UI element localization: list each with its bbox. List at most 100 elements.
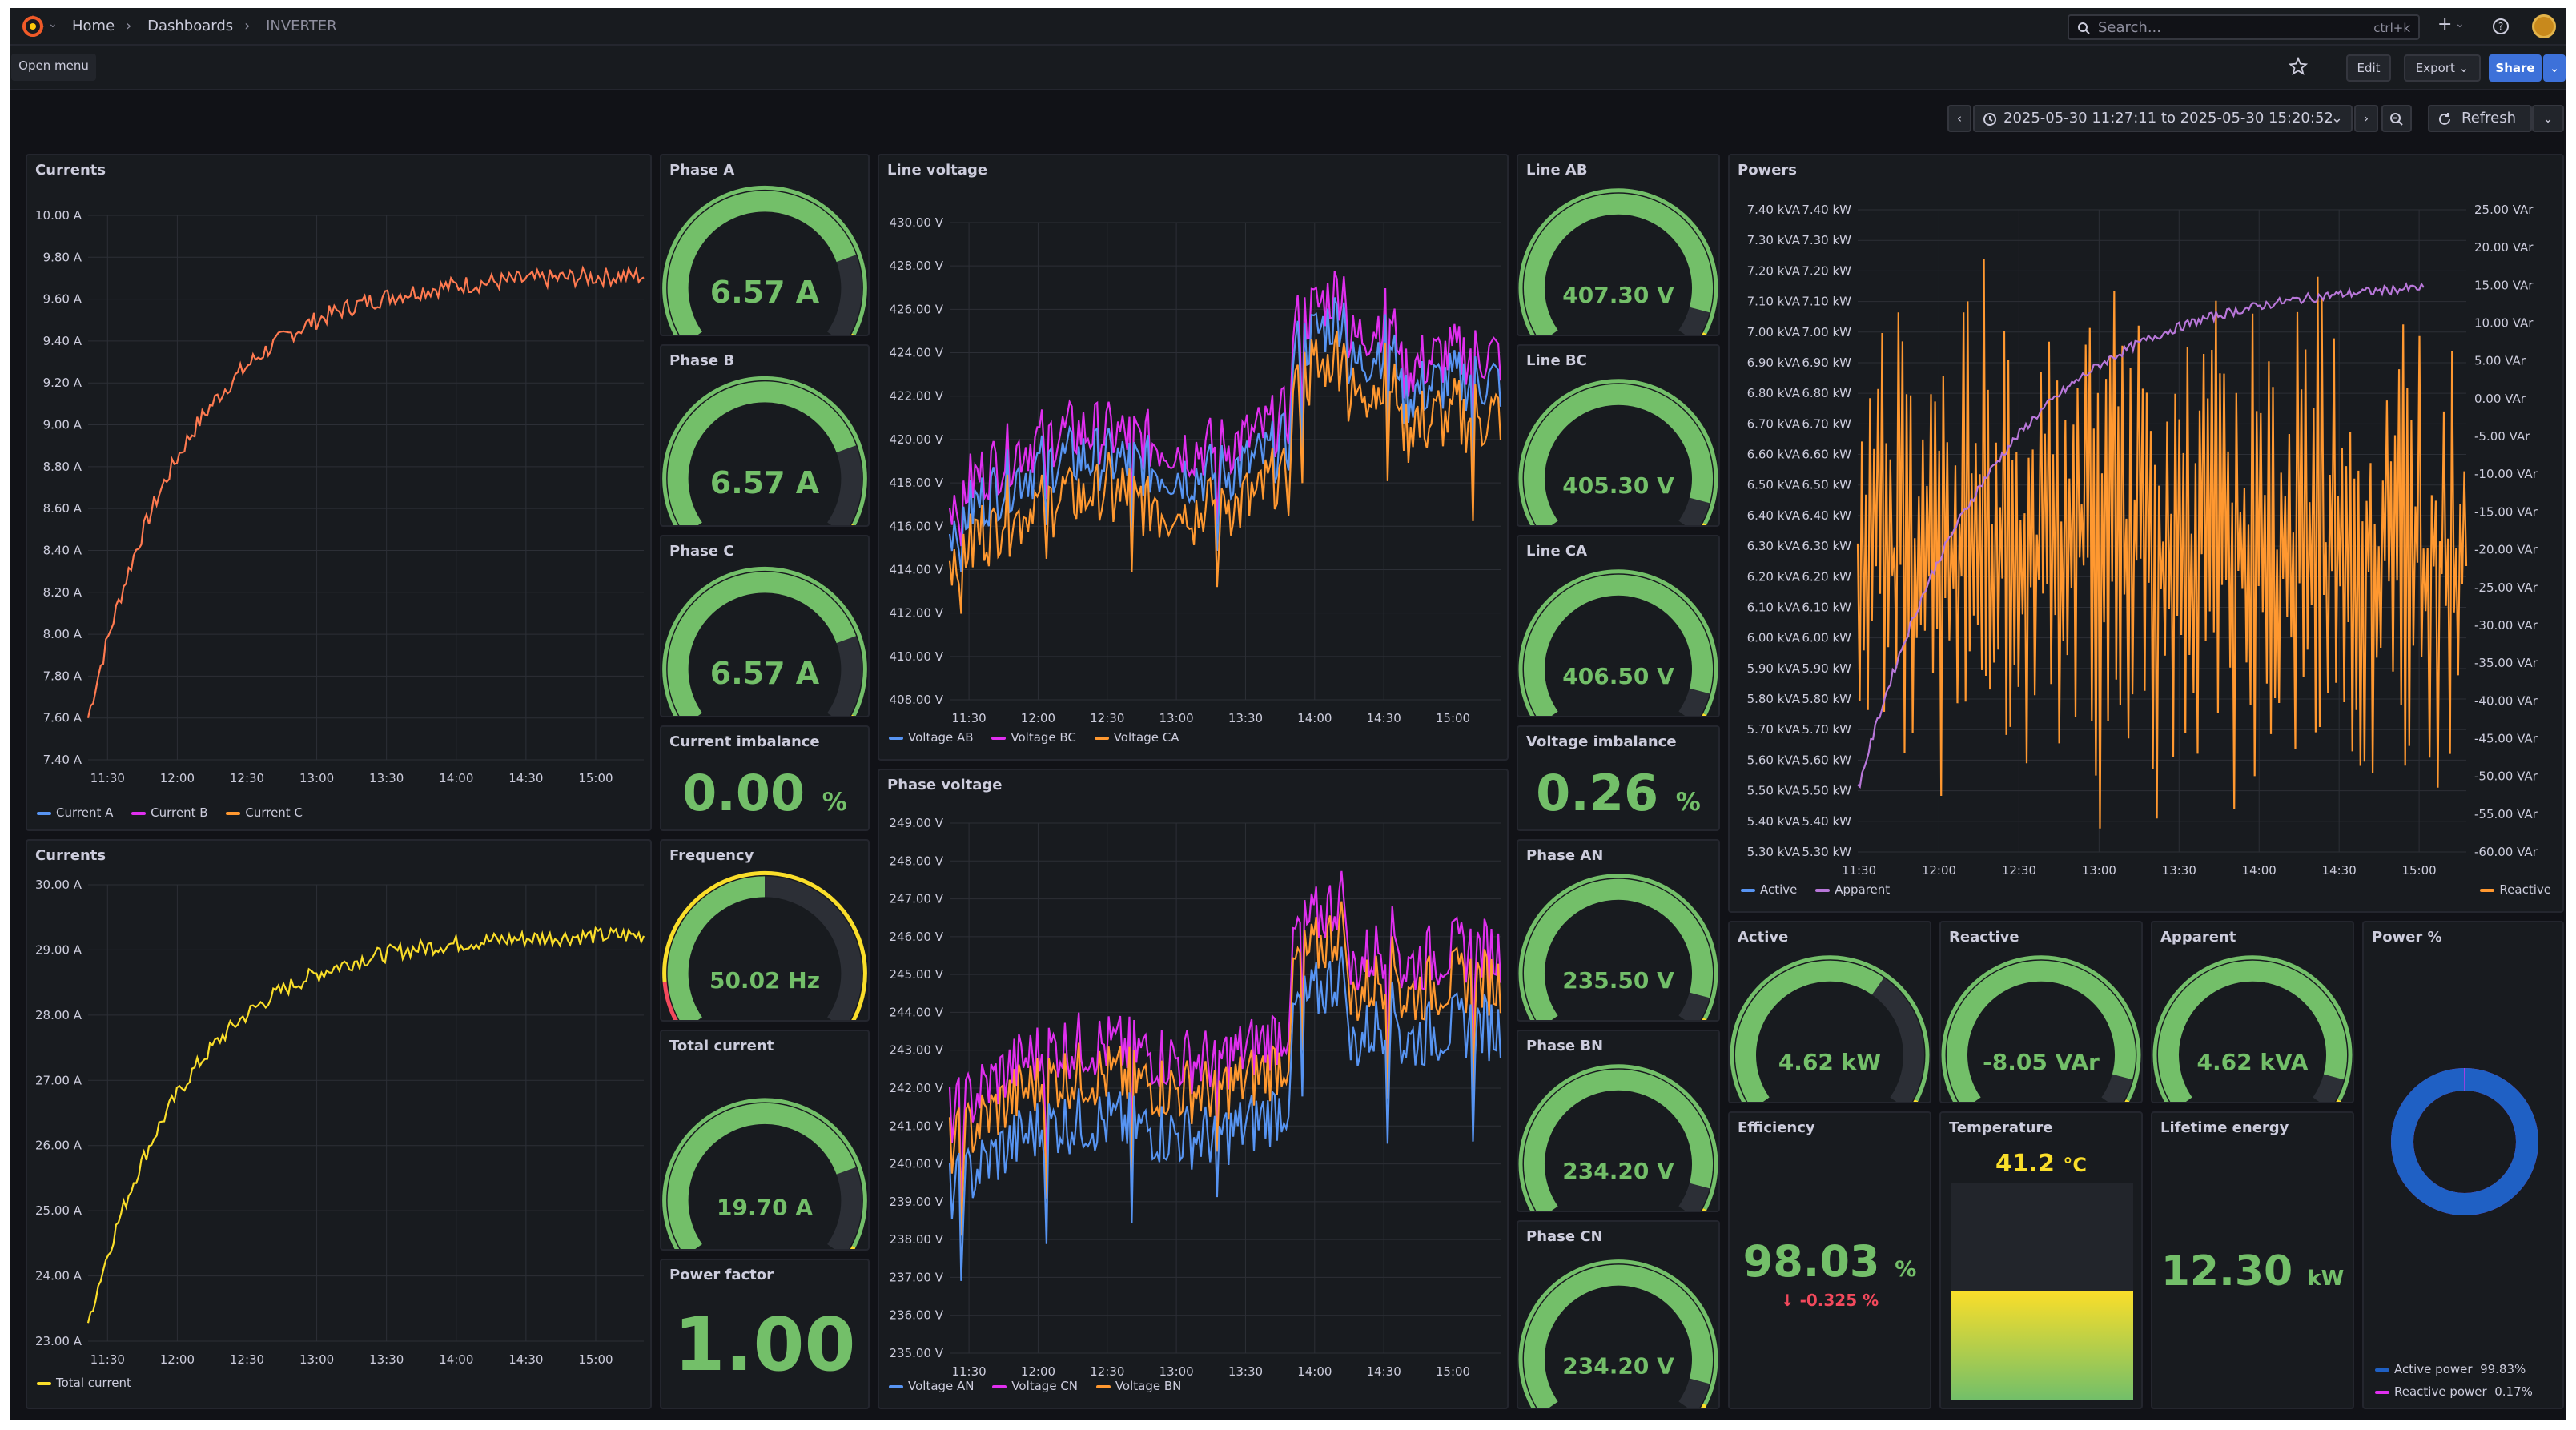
panel-line-bc-gauge[interactable]: Line BC 405.30 V: [1517, 344, 1720, 527]
legend-item-active[interactable]: Active: [1741, 882, 1797, 897]
time-shift-back-button[interactable]: ‹: [1947, 105, 1971, 132]
panel-phase-bn-gauge[interactable]: Phase BN 234.20 V: [1517, 1030, 1720, 1212]
panel-frequency-gauge[interactable]: Frequency 50.02 Hz: [660, 839, 870, 1022]
panel-power-factor[interactable]: Power factor 1.00: [660, 1259, 870, 1409]
panel-line-ca-gauge[interactable]: Line CA 406.50 V: [1517, 535, 1720, 717]
stat-number: 98.03: [1742, 1236, 1880, 1287]
y-tick-label: 23.00 A: [35, 1334, 82, 1348]
y-tick-label-var: -35.00 VAr: [2474, 656, 2538, 670]
panel-phase-b-gauge[interactable]: Phase B 6.57 A: [660, 344, 870, 527]
grafana-app: ⌄ Home › Dashboards › INVERTER Search... c…: [10, 8, 2566, 1420]
x-tick-label: 14:00: [1297, 711, 1332, 725]
legend-item-reactive[interactable]: Reactive: [2480, 882, 2551, 897]
star-icon[interactable]: [2289, 57, 2308, 76]
panel-title: Currents: [35, 162, 106, 179]
x-tick-label: 12:00: [1021, 711, 1055, 725]
legend-item-current-c[interactable]: Current C: [226, 805, 303, 820]
panel-total-current-gauge[interactable]: Total current 19.70 A: [660, 1030, 870, 1251]
panel-current-imbalance[interactable]: Current imbalance 0.00 %: [660, 725, 870, 831]
x-tick-label: 12:00: [1922, 863, 1956, 878]
y-tick-label-kva: 5.70 kVA: [1747, 722, 1801, 737]
line-voltage-chart[interactable]: 430.00 V 428.00 V 426.00 V 424.00 V 422.00 V…: [879, 155, 1509, 761]
chevron-down-icon[interactable]: ⌄: [48, 18, 58, 30]
y-tick-label-var: -60.00 VAr: [2474, 845, 2538, 859]
series-voltage-ca: [948, 331, 1502, 614]
gauge-value-arc: [1524, 574, 1713, 716]
gauge-threshold-yellow: [2124, 1099, 2130, 1102]
grafana-logo-icon[interactable]: [21, 14, 45, 38]
panel-currents-phases[interactable]: Currents 10.00 A 9.80 A 9.60 A 9.40 A 9.20 A…: [26, 154, 652, 831]
x-tick-label: 15:00: [2401, 863, 2436, 878]
y-tick-label: 248.00 V: [889, 854, 943, 868]
time-shift-forward-button[interactable]: ›: [2354, 105, 2378, 132]
panel-lifetime-energy[interactable]: Lifetime energy 12.30 kW: [2151, 1111, 2354, 1409]
panel-phase-cn-gauge[interactable]: Phase CN 234.20 V: [1517, 1220, 1720, 1409]
y-tick-label: 422.00 V: [889, 389, 943, 404]
plus-icon[interactable]: +: [2437, 14, 2453, 34]
edit-button[interactable]: Edit: [2346, 54, 2391, 82]
legend-item-current-a[interactable]: Current A: [37, 805, 113, 820]
y-tick-label: 414.00 V: [889, 562, 943, 576]
panel-phase-voltage[interactable]: Phase voltage 249.00 V 248.00 V 247.00 V 24…: [878, 769, 1509, 1409]
x-tick-label: 13:30: [2162, 863, 2196, 878]
zoom-out-button[interactable]: [2381, 105, 2412, 132]
y-tick-label-kw: 5.70 kW: [1802, 722, 1851, 737]
gauge-value-arc: [667, 876, 766, 1020]
panel-apparent-gauge[interactable]: Apparent 4.62 kVA: [2151, 921, 2354, 1103]
export-button[interactable]: Export ⌄: [2404, 54, 2481, 82]
open-menu-button[interactable]: Open menu: [11, 54, 96, 81]
x-tick-label: 15:00: [1436, 1364, 1470, 1379]
phase-voltage-chart[interactable]: 249.00 V 248.00 V 247.00 V 246.00 V 245.00 V…: [879, 770, 1509, 1409]
legend-item-voltage-bn[interactable]: Voltage BN: [1095, 1379, 1181, 1393]
panel-powers[interactable]: Powers 7.40 kVA 7.40 kW 7.30 kVA 7.30 kW 7.2…: [1728, 154, 2564, 913]
legend-item-voltage-cn[interactable]: Voltage CN: [992, 1379, 1078, 1393]
legend-item-voltage-an[interactable]: Voltage AN: [889, 1379, 975, 1393]
y-tick-label-kva: 6.10 kVA: [1747, 600, 1801, 614]
refresh-interval-dropdown[interactable]: ⌄: [2532, 105, 2564, 132]
legend-item-reactive-power[interactable]: Reactive power 0.17%: [2375, 1380, 2533, 1403]
currents-total-chart[interactable]: 30.00 A 29.00 A 28.00 A 27.00 A 26.00 A 25.00…: [27, 841, 652, 1409]
x-tick-label: 13:00: [1159, 1364, 1193, 1379]
legend-item-voltage-ca[interactable]: Voltage CA: [1094, 730, 1179, 745]
gauge-value: 405.30 V: [1562, 472, 1674, 499]
share-button[interactable]: Share: [2489, 54, 2542, 82]
panel-temperature[interactable]: Temperature 41.2 °C: [1939, 1111, 2143, 1409]
stat-unit: %: [1675, 788, 1701, 817]
panel-reactive-gauge[interactable]: Reactive -8.05 VAr: [1939, 921, 2143, 1103]
legend-item-active-power[interactable]: Active power 99.83%: [2375, 1358, 2533, 1380]
legend-item-total-current[interactable]: Total current: [37, 1376, 131, 1390]
search-input[interactable]: Search... ctrl+k: [2068, 14, 2420, 40]
time-range-picker[interactable]: 2025-05-30 11:27:11 to 2025-05-30 15:20:…: [1973, 105, 2353, 132]
avatar[interactable]: [2532, 14, 2556, 38]
legend-item-voltage-ab[interactable]: Voltage AB: [889, 730, 974, 745]
time-range-label: 2025-05-30 11:27:11 to 2025-05-30 15:20:…: [2003, 110, 2333, 127]
y-tick-label-var: -40.00 VAr: [2474, 693, 2538, 708]
legend-item-voltage-bc[interactable]: Voltage BC: [991, 730, 1076, 745]
panel-phase-c-gauge[interactable]: Phase C 6.57 A: [660, 535, 870, 717]
panel-active-gauge[interactable]: Active 4.62 kW: [1728, 921, 1931, 1103]
panel-voltage-imbalance[interactable]: Voltage imbalance 0.26 %: [1517, 725, 1720, 831]
breadcrumb-dashboards[interactable]: Dashboards: [147, 18, 234, 34]
legend-label: Voltage CN: [1011, 1379, 1079, 1393]
x-tick-label: 14:30: [1367, 711, 1401, 725]
gauge-threshold-green: [1518, 1064, 1718, 1211]
panel-phase-an-gauge[interactable]: Phase AN 235.50 V: [1517, 839, 1720, 1022]
help-icon[interactable]: ?: [2492, 18, 2510, 35]
legend-item-current-b[interactable]: Current B: [131, 805, 208, 820]
share-dropdown-button[interactable]: ⌄: [2543, 54, 2566, 82]
panel-power-percent[interactable]: Power % Active power 99.83% Reactive pow…: [2362, 921, 2564, 1409]
currents-phases-chart[interactable]: 10.00 A 9.80 A 9.60 A 9.40 A 9.20 A 9.00 A 8.8…: [27, 155, 652, 831]
panel-phase-a-gauge[interactable]: Phase A 6.57 A: [660, 154, 870, 336]
panel-currents-total[interactable]: Currents 30.00 A 29.00 A 28.00 A 27.00 A 26.…: [26, 839, 652, 1409]
gauge-value-arc: [1524, 878, 1713, 1020]
panel-line-voltage[interactable]: Line voltage 430.00 V 428.00 V 426.00 V 424…: [878, 154, 1509, 761]
panel-efficiency[interactable]: Efficiency 98.03 % ↓ -0.325 %: [1728, 1111, 1931, 1409]
refresh-button[interactable]: Refresh: [2428, 105, 2532, 132]
legend-item-apparent[interactable]: Apparent: [1815, 882, 1890, 897]
power-percent-donut-chart[interactable]: [2364, 954, 2564, 1331]
powers-chart[interactable]: 7.40 kVA 7.40 kW7.30 kVA 7.30 kW7.20 kVA 7.…: [1730, 155, 2564, 913]
breadcrumb-home[interactable]: Home: [72, 18, 115, 34]
y-tick-label: 242.00 V: [889, 1081, 943, 1095]
panel-line-ab-gauge[interactable]: Line AB 407.30 V: [1517, 154, 1720, 336]
chevron-down-icon[interactable]: ⌄: [2455, 18, 2465, 30]
